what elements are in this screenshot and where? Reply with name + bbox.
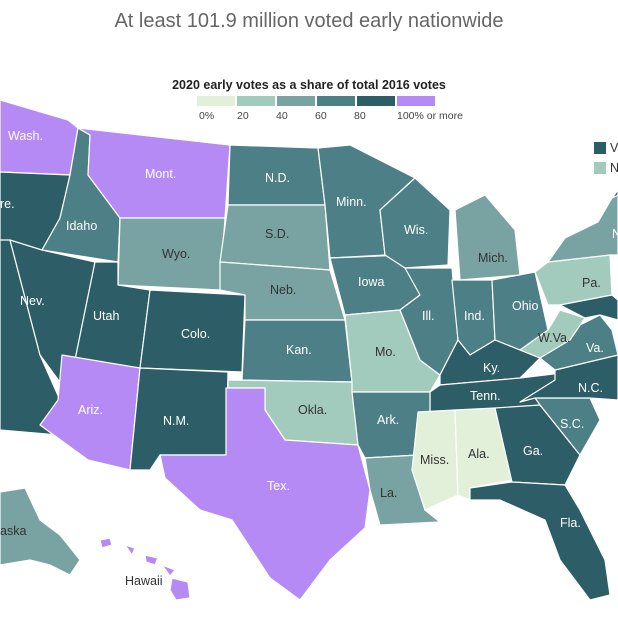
label-wy: Wyo. (162, 247, 190, 261)
label-nm: N.M. (163, 414, 189, 428)
type-legend: V N (594, 138, 618, 178)
label-ia: Iowa (358, 275, 384, 289)
hawaii-island-4 (161, 564, 176, 577)
page-title: At least 101.9 million voted early natio… (114, 10, 504, 32)
state-mi[interactable] (454, 194, 521, 281)
legend-tick-60: 60 (315, 110, 327, 122)
hawaii-island-5 (169, 577, 191, 601)
label-nv: Nev. (20, 294, 45, 308)
type-legend-label: V (610, 141, 618, 155)
label-al: Ala. (468, 447, 490, 461)
label-nc: N.C. (578, 381, 603, 395)
label-il: Ill. (422, 309, 435, 323)
label-ar: Ark. (377, 413, 399, 427)
label-wa: Wash. (8, 129, 43, 143)
label-tn: Tenn. (470, 389, 501, 403)
label-va: Va. (586, 341, 604, 355)
state-fl[interactable] (469, 481, 611, 601)
label-ny: N (612, 227, 618, 241)
label-oh: Ohio (512, 299, 538, 313)
legend-swatch-0 (197, 96, 235, 106)
label-az: Ariz. (78, 403, 103, 417)
legend-tick-40: 40 (276, 110, 288, 122)
legend-swatch-60 (317, 96, 355, 106)
legend-title: 2020 early votes as a share of total 201… (172, 78, 446, 92)
state-nc[interactable] (519, 354, 618, 403)
label-nd: N.D. (265, 171, 290, 185)
label-hi: Hawaii (125, 574, 163, 588)
label-sc: S.C. (560, 417, 584, 431)
type-legend-label: N (610, 161, 618, 175)
label-mo: Mo. (375, 345, 396, 359)
legend-swatch-100 (397, 96, 435, 106)
label-fl: Fla. (560, 516, 581, 530)
state-hi[interactable] (99, 537, 191, 601)
label-co: Colo. (181, 327, 210, 341)
state-ga[interactable] (494, 404, 581, 486)
state-new-england[interactable] (611, 189, 618, 199)
hawaii-island-3 (144, 554, 159, 566)
label-la: La. (380, 486, 397, 500)
legend-swatch-80 (357, 96, 395, 106)
label-mt: Mont. (145, 167, 176, 181)
label-sd: S.D. (265, 227, 289, 241)
label-ok: Okla. (298, 403, 327, 417)
label-pa: Pa. (582, 276, 601, 290)
label-ut: Utah (93, 309, 119, 323)
legend-tick-0: 0% (199, 110, 215, 122)
label-ks: Kan. (286, 343, 312, 357)
type-legend-item: N (594, 158, 618, 178)
legend-tick-20: 20 (237, 110, 249, 122)
type-legend-swatch (594, 142, 606, 154)
legend-tick-80: 80 (354, 110, 366, 122)
label-or: re. (0, 197, 15, 211)
state-md[interactable] (559, 294, 618, 321)
label-ms: Miss. (420, 453, 449, 467)
legend-tick-100: 100% or more (397, 110, 463, 122)
label-tx: Tex. (267, 479, 290, 493)
label-mn: Minn. (336, 195, 367, 209)
label-ne: Neb. (270, 283, 296, 297)
label-wv: W.Va. (538, 331, 570, 345)
hawaii-island-2 (124, 544, 136, 556)
label-in: Ind. (464, 309, 485, 323)
state-ny[interactable] (547, 194, 618, 263)
type-legend-item: V (594, 138, 618, 158)
state-tx[interactable] (159, 387, 371, 601)
state-ms[interactable] (411, 409, 459, 511)
hawaii-island-1 (99, 537, 113, 549)
state-ak[interactable] (0, 487, 81, 576)
label-mi: Mich. (478, 251, 508, 265)
label-id: Idaho (66, 219, 97, 233)
legend-swatch-40 (277, 96, 315, 106)
label-wi: Wis. (404, 223, 428, 237)
state-labels: Wash. re. Mont. Idaho Wyo. N.D. S.D. Neb… (0, 129, 618, 588)
label-ky: Ky. (483, 361, 500, 375)
legend-swatch-20 (237, 96, 275, 106)
type-legend-swatch (594, 162, 606, 174)
label-ak: aska (0, 524, 26, 538)
state-wi[interactable] (379, 177, 451, 269)
label-ga: Ga. (523, 444, 543, 458)
